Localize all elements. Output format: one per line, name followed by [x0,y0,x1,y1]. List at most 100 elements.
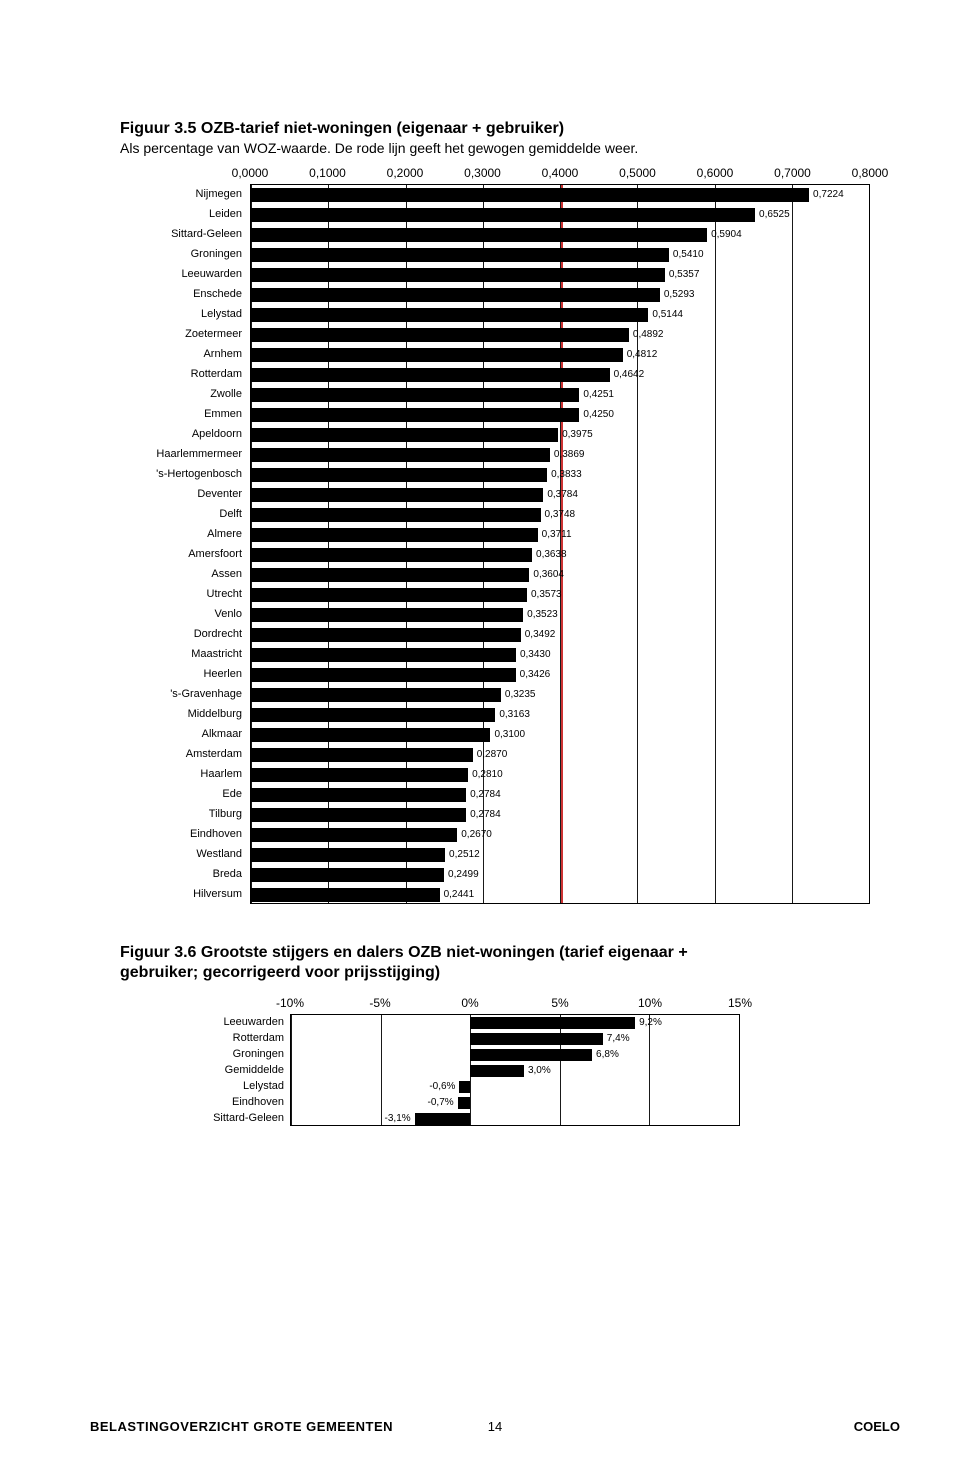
fig35-bar [251,588,527,602]
fig35-value-label: 0,5144 [648,305,683,325]
fig35-row-label: Alkmaar [120,724,242,744]
fig35-value-label: 0,3711 [538,525,572,545]
fig35-title: Figuur 3.5 OZB-tarief niet-woningen (eig… [120,120,870,138]
fig35-bar [251,608,523,622]
fig35-bar [251,788,466,802]
fig35-value-label: 0,4250 [579,405,614,425]
fig35-bar [251,348,623,362]
fig35-row-label: Zwolle [120,384,242,404]
fig35-row: 0,3748 [251,505,869,525]
fig35-row: 0,4250 [251,405,869,425]
fig35-value-label: 0,3638 [532,545,567,565]
fig36-row: 3,0% [291,1063,739,1079]
fig35-bar [251,228,707,242]
fig36-row: 7,4% [291,1031,739,1047]
fig35-bar [251,868,444,882]
fig35-value-label: 0,2870 [473,745,508,765]
fig35-row-label: Leiden [120,204,242,224]
fig35-row-label: Eindhoven [120,824,242,844]
fig35-bar [251,768,468,782]
fig35-bar [251,388,579,402]
fig35-row-label: Haarlem [120,764,242,784]
fig35-row: 0,7224 [251,185,869,205]
fig35-row: 0,2670 [251,825,869,845]
fig35-row: 0,3430 [251,645,869,665]
fig35-row-label: Deventer [120,484,242,504]
fig35-row: 0,6525 [251,205,869,225]
fig35-value-label: 0,3869 [550,445,585,465]
fig35-value-label: 0,2810 [468,765,503,785]
fig35-row: 0,4812 [251,345,869,365]
fig35-row-label: Dordrecht [120,624,242,644]
fig35-bar [251,508,541,522]
fig35-bar [251,828,457,842]
fig35-bar [251,708,495,722]
fig35-row: 0,5904 [251,225,869,245]
fig35-xtick: 0,0000 [232,166,269,180]
fig35-value-label: 0,3975 [558,425,593,445]
fig35-row-label: Lelystad [120,304,242,324]
fig35-bar [251,288,660,302]
fig36-x-axis: -10%-5%0%5%10%15% [180,996,740,1014]
fig36-xtick: 5% [551,996,568,1010]
fig35-value-label: 0,2499 [444,865,479,885]
fig36-row-label: Gemiddelde [180,1062,284,1078]
fig35-bar [251,548,532,562]
fig35-bar [251,308,648,322]
fig35-xtick: 0,6000 [697,166,734,180]
fig35-row: 0,3235 [251,685,869,705]
fig35-row-label: Delft [120,504,242,524]
fig35-bar [251,468,547,482]
fig35-bar [251,408,579,422]
fig35-xtick: 0,3000 [464,166,501,180]
fig35-row-label: Hilversum [120,884,242,904]
fig35-row-label: Middelburg [120,704,242,724]
fig36-title: Figuur 3.6 Grootste stijgers en dalers O… [120,944,870,962]
fig36-xtick: 10% [638,996,662,1010]
fig36-labels: LeeuwardenRotterdamGroningenGemiddeldeLe… [180,1014,290,1126]
fig35-value-label: 0,4251 [579,385,614,405]
fig35-row: 0,3492 [251,625,869,645]
fig35-row-label: Utrecht [120,584,242,604]
fig36-bar [470,1049,592,1061]
fig36-gridline [739,1015,740,1125]
fig35-value-label: 0,3523 [523,605,558,625]
fig35-row-label: Assen [120,564,242,584]
fig35-x-axis: 0,00000,10000,20000,30000,40000,50000,60… [120,166,870,184]
fig35-row-label: Breda [120,864,242,884]
fig35-row-label: Zoetermeer [120,324,242,344]
fig35-value-label: 0,2441 [440,885,475,905]
fig35-bar [251,748,473,762]
fig35-bar [251,808,466,822]
fig35-row-label: Tilburg [120,804,242,824]
fig35-row: 0,4251 [251,385,869,405]
fig35-bar [251,888,440,902]
fig36-row: 9,2% [291,1015,739,1031]
fig35-bar [251,268,665,282]
fig35-labels: NijmegenLeidenSittard-GeleenGroningenLee… [120,184,250,904]
fig35-row: 0,2499 [251,865,869,885]
fig35-row-label: Venlo [120,604,242,624]
fig35-bar [251,648,516,662]
fig36-row-label: Rotterdam [180,1030,284,1046]
fig35-bar [251,668,516,682]
fig35-row-label: Haarlemmermeer [120,444,242,464]
fig35-xtick: 0,5000 [619,166,656,180]
fig35-bar [251,488,543,502]
fig36-value-label: 7,4% [603,1031,630,1047]
fig35-row-label: Groningen [120,244,242,264]
fig35-value-label: 0,3784 [543,485,578,505]
fig35-bar [251,688,501,702]
fig36-value-label: 9,2% [635,1015,662,1031]
fig35-bar [251,188,809,202]
fig35-xtick: 0,8000 [852,166,889,180]
fig36-bar [415,1113,471,1125]
fig36-row-label: Leeuwarden [180,1014,284,1030]
fig36-xtick: 0% [461,996,478,1010]
fig35-row-label: Almere [120,524,242,544]
fig35-value-label: 0,5904 [707,225,742,245]
fig35-xtick: 0,7000 [774,166,811,180]
fig35-row-label: Westland [120,844,242,864]
fig35-row: 0,3869 [251,445,869,465]
fig35-value-label: 0,2670 [457,825,492,845]
